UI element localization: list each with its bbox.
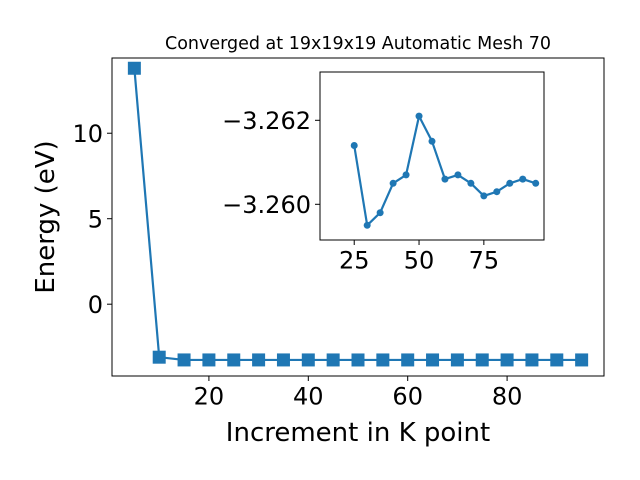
main-plot-frame xyxy=(111,57,605,377)
main-data-point xyxy=(376,353,390,367)
main-data-point xyxy=(152,350,166,364)
inset-data-point xyxy=(441,175,449,183)
inset-y-tick-label: −3.262 xyxy=(222,107,311,135)
inset-y-tick-label: −3.260 xyxy=(222,191,311,219)
main-x-ticks: 20 40 60 80 xyxy=(194,376,523,411)
main-data-point xyxy=(525,353,539,367)
y-axis-label: Energy (eV) xyxy=(31,140,61,293)
inset-data-point xyxy=(350,142,358,149)
inset-axes: 25 50 75 −3.260 −3.262 xyxy=(222,71,545,275)
main-y-tick-label: 10 xyxy=(72,120,103,148)
main-data-point xyxy=(450,353,464,367)
main-data-point xyxy=(475,353,489,367)
main-data-point xyxy=(426,353,440,367)
main-data-point xyxy=(252,353,266,367)
main-data-point xyxy=(401,353,415,367)
inset-x-ticks: 25 50 75 xyxy=(339,240,499,275)
inset-data-point xyxy=(389,179,397,187)
main-x-tick-label: 40 xyxy=(293,383,324,411)
inset-data-point xyxy=(428,137,436,145)
inset-data-point xyxy=(506,179,514,187)
inset-data-point xyxy=(415,112,423,120)
inset-data-point xyxy=(519,175,527,183)
main-y-ticks: 0 5 10 xyxy=(72,120,112,319)
inset-x-tick-label: 75 xyxy=(469,247,500,275)
inset-data-point xyxy=(467,179,475,187)
main-x-tick-label: 20 xyxy=(194,383,225,411)
inset-data-point xyxy=(363,221,371,229)
inset-y-ticks: −3.260 −3.262 xyxy=(222,107,320,219)
inset-x-tick-label: 50 xyxy=(404,247,435,275)
inset-data-point xyxy=(493,188,501,196)
main-data-point xyxy=(202,353,216,367)
main-data-point xyxy=(575,353,589,367)
inset-data-point xyxy=(532,179,540,187)
main-data-point xyxy=(351,353,365,367)
main-data-point xyxy=(500,353,514,367)
main-x-tick-label: 80 xyxy=(492,383,523,411)
main-data-point xyxy=(177,353,191,367)
inset-data-point xyxy=(454,171,462,179)
inset-data-point xyxy=(402,171,410,179)
main-y-tick-label: 5 xyxy=(88,205,103,233)
main-x-tick-label: 60 xyxy=(392,383,423,411)
inset-x-tick-label: 25 xyxy=(339,247,370,275)
inset-data-point xyxy=(480,192,488,200)
inset-series xyxy=(350,112,540,229)
main-data-point xyxy=(227,353,241,367)
x-axis-label: Increment in K point xyxy=(226,418,490,448)
inset-data-point xyxy=(376,209,384,217)
main-data-point xyxy=(127,61,141,75)
main-y-tick-label: 0 xyxy=(88,291,103,319)
chart-title: Converged at 19x19x19 Automatic Mesh 70 xyxy=(165,34,551,54)
main-data-point xyxy=(550,353,564,367)
main-series xyxy=(127,61,589,367)
inset-plot-area xyxy=(320,72,544,240)
main-data-point xyxy=(301,353,315,367)
inset-plot-frame xyxy=(319,71,545,241)
main-data-point xyxy=(326,353,340,367)
main-data-point xyxy=(276,353,290,367)
